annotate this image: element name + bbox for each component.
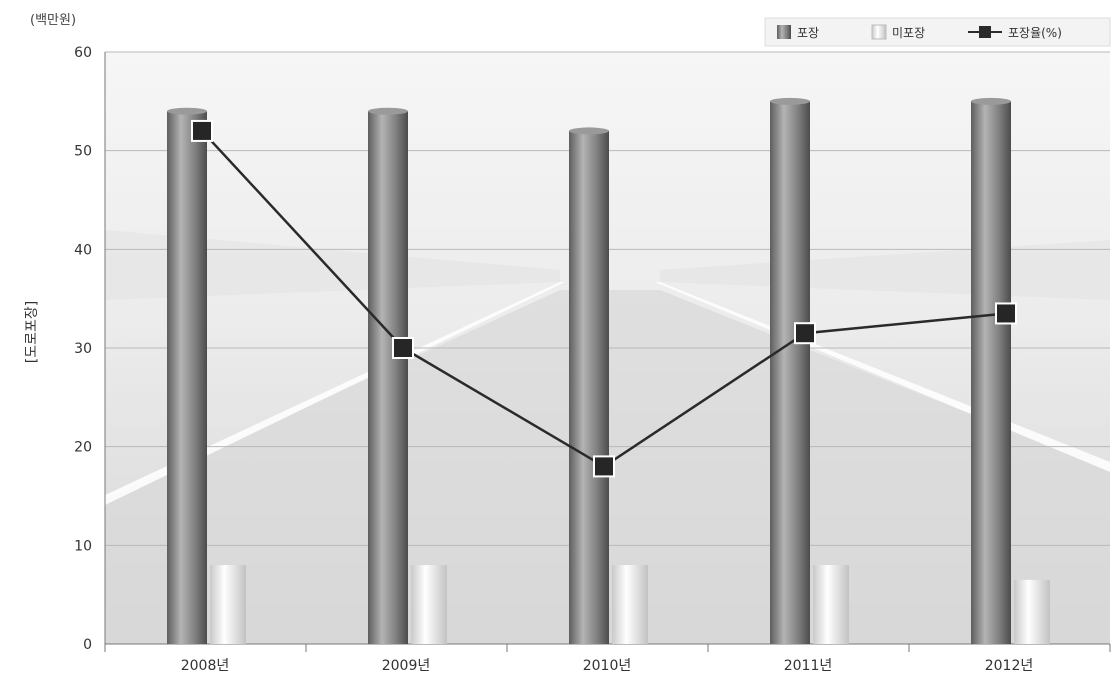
bar-paved-cap-3 bbox=[770, 97, 810, 105]
x-tick-label-2: 2010년 bbox=[583, 658, 632, 674]
y-axis-label: [도로포장] bbox=[24, 301, 40, 363]
legend-swatch-paved bbox=[777, 25, 791, 39]
bar-unpaved-4 bbox=[1014, 579, 1050, 644]
y-tick-labels: 0 10 20 30 40 50 60 bbox=[74, 45, 92, 653]
x-tick-label-0: 2008년 bbox=[181, 658, 230, 674]
rate-marker-0 bbox=[191, 119, 213, 142]
bar-unpaved-2 bbox=[612, 565, 648, 644]
y-tick-label-0: 0 bbox=[83, 637, 92, 653]
unit-label: (백만원) bbox=[30, 13, 76, 28]
y-tick-label-20: 20 bbox=[74, 440, 92, 456]
legend-label-rate: 포장율(%) bbox=[1008, 26, 1062, 40]
bar-paved-3 bbox=[770, 101, 810, 645]
x-tick-label-1: 2009년 bbox=[382, 658, 431, 674]
rate-marker-2 bbox=[593, 455, 615, 478]
y-tick-label-40: 40 bbox=[74, 242, 92, 258]
legend-swatch-unpaved bbox=[871, 24, 887, 40]
x-tick-labels: 2008년 2009년 2010년 2011년 2012년 bbox=[181, 658, 1034, 674]
bars bbox=[167, 97, 1050, 645]
bar-paved-cap-2 bbox=[569, 127, 609, 135]
y-tick-label-60: 60 bbox=[74, 45, 92, 61]
bar-paved-1 bbox=[368, 111, 408, 644]
legend-label-unpaved: 미포장 bbox=[892, 26, 925, 40]
bar-paved-4 bbox=[971, 101, 1011, 645]
bar-paved-0 bbox=[167, 111, 207, 644]
legend: 포장 미포장 포장율(%) bbox=[764, 17, 1111, 47]
bar-paved-cap-4 bbox=[971, 97, 1011, 105]
x-tick-label-4: 2012년 bbox=[985, 658, 1034, 674]
y-tick-label-50: 50 bbox=[74, 144, 92, 160]
bar-paved-cap-0 bbox=[167, 107, 207, 115]
rate-marker-1 bbox=[392, 337, 414, 359]
rate-marker-4 bbox=[995, 302, 1017, 325]
legend-marker-rate bbox=[979, 26, 991, 38]
bar-unpaved-0 bbox=[210, 565, 246, 644]
y-tick-label-10: 10 bbox=[74, 538, 92, 554]
y-tick-label-30: 30 bbox=[74, 341, 92, 357]
bar-paved-cap-1 bbox=[368, 107, 408, 115]
x-tick-label-3: 2011년 bbox=[784, 658, 833, 674]
legend-label-paved: 포장 bbox=[797, 26, 819, 40]
bar-unpaved-3 bbox=[813, 565, 849, 644]
rate-marker-3 bbox=[794, 322, 816, 345]
bar-paved-2 bbox=[569, 130, 609, 644]
bar-unpaved-1 bbox=[411, 565, 447, 644]
line-series bbox=[191, 119, 1017, 478]
